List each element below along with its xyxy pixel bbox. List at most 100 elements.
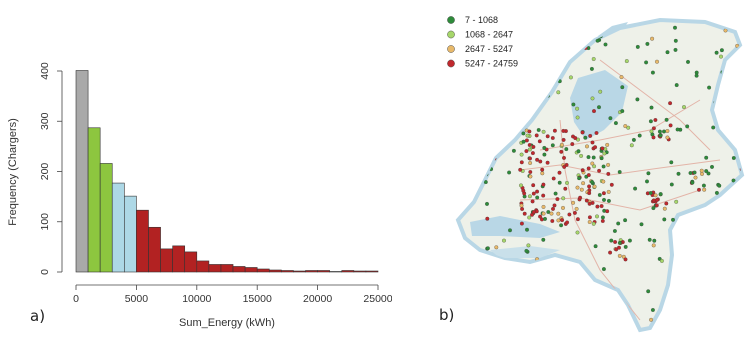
charger-dot [673,47,678,52]
charger-dot [623,244,628,249]
charger-dot [651,206,656,211]
charger-dot [534,133,539,138]
charger-dot [562,164,567,169]
histogram-bar-3 [99,163,113,273]
charger-dot [511,148,516,153]
histogram-bar-9 [172,245,186,273]
charger-dot [556,90,561,95]
charger-dot [541,237,546,242]
charger-dot [549,211,554,216]
charger-dot [629,143,634,148]
charger-dot [653,118,658,122]
charger-dot [485,216,490,221]
charger-dot [673,38,678,43]
charger-dot [556,211,561,216]
charger-dot [531,144,536,149]
histogram-bar-10 [184,251,198,273]
charger-dot [527,215,532,220]
charger-dot [606,189,611,194]
charger-dot [657,129,662,134]
x-tick-label: 20000 [303,293,332,305]
charger-dot [662,206,667,211]
charger-dot [545,160,550,165]
charger-dot [658,133,663,138]
charger-dot [659,258,664,263]
charger-dot [571,200,576,205]
charger-dot [519,221,524,226]
histogram-bar-4 [111,182,125,273]
charger-dot [673,25,677,30]
charger-dot [617,240,622,245]
charger-dot [627,238,632,243]
charger-dot [587,184,592,189]
charger-dot [639,222,644,227]
charger-dot [595,204,600,209]
charger-dot [686,59,690,64]
charger-dot [565,220,570,225]
charger-dot [521,139,526,144]
histogram-bar-22 [329,271,343,273]
charger-dot [651,135,656,140]
road-network [519,59,721,321]
charger-dot [521,188,526,193]
charger-dot [541,193,546,198]
charger-dot [623,257,628,262]
charger-dot [561,128,566,133]
charger-dot [671,217,675,222]
charger-dot [575,115,580,120]
charger-dot [535,157,540,162]
charger-dot [575,230,580,235]
charger-dot [518,167,523,172]
charger-dot [624,59,629,64]
charger-dot [620,85,625,90]
charger-dot [571,102,576,107]
charger-dot [655,197,659,202]
histogram-bar-13 [220,264,234,273]
charger-dot [583,135,588,140]
charger-dot [655,59,659,64]
charger-dot [593,145,598,150]
y-tick-label: 0 [39,269,51,275]
charger-dot [654,203,659,208]
charger-dot [538,214,543,219]
histogram-bar-1 [75,70,89,273]
charger-dot [699,168,704,173]
charger-dot [590,161,595,166]
charger-dot [651,126,656,131]
histogram-bar-12 [208,264,222,273]
histogram-bar-15 [244,267,258,273]
charger-dot [674,199,679,204]
charger-dot [541,204,546,209]
charger-dot [591,155,596,160]
charger-dot [704,169,709,174]
charger-dot [483,180,488,185]
charger-dot [600,215,605,220]
charger-dot [717,183,722,188]
charger-dot [676,171,681,176]
charger-dot [590,179,594,184]
x-tick-label: 25000 [363,293,392,305]
charger-dot [557,170,562,175]
charger-dot [647,237,652,242]
charger-dot [633,186,638,191]
charger-dot [651,243,656,248]
map-panel: 7 - 1068 1068 - 2647 2647 - 5247 5247 - 247… [392,0,753,333]
charger-dot [669,182,674,187]
y-tick-label: 300 [39,112,51,130]
charger-dot [587,220,592,224]
charger-dot [606,162,611,167]
charger-dot [587,191,592,196]
histogram-bars [75,70,379,273]
histogram-bar-5 [124,195,137,273]
charger-dot [575,106,580,111]
netherlands-charger-map: 7 - 1068 1068 - 2647 2647 - 5247 5247 - 247… [392,0,753,333]
charger-dot [614,247,619,252]
charger-dot [578,195,583,200]
charger-dot [690,180,695,185]
charger-dot [645,179,649,184]
charger-dot [579,187,584,192]
delta-water [470,216,560,238]
charger-dot [519,152,524,157]
y-tick-label: 200 [39,163,51,181]
charger-dot [595,214,599,219]
